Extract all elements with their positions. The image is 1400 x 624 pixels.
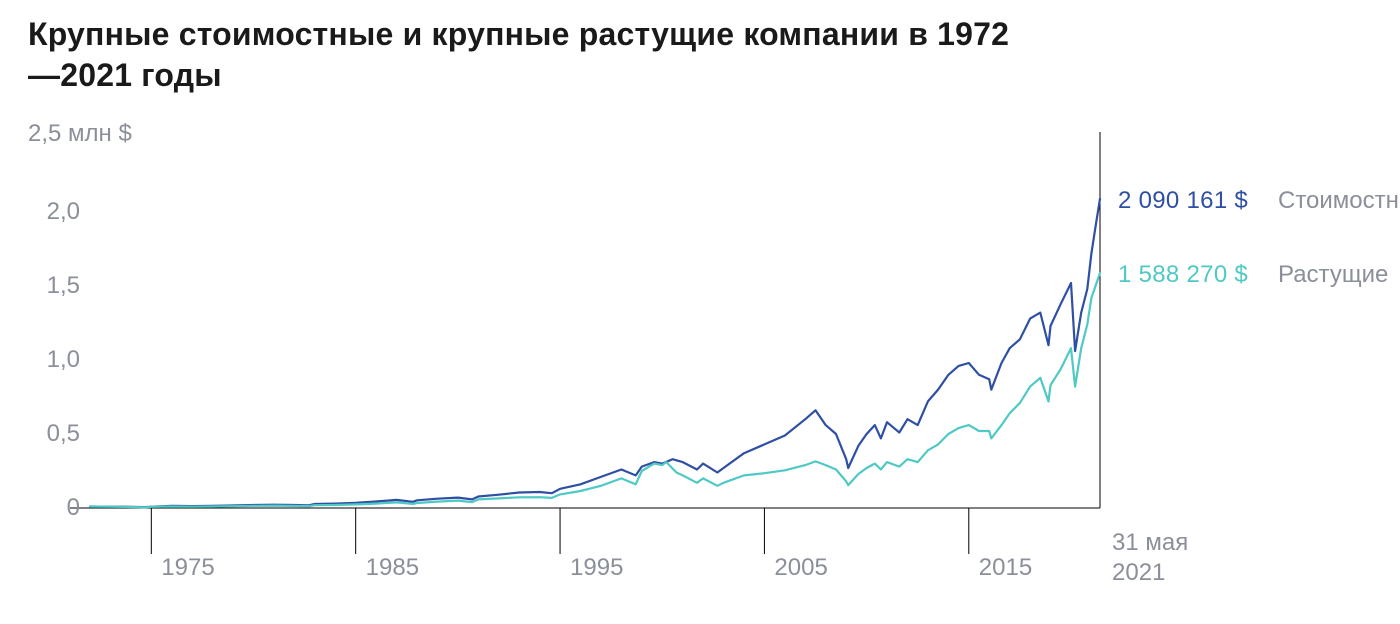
y-tick-label: 0,5: [20, 420, 80, 448]
y-tick-label: 1,5: [20, 272, 80, 300]
chart-container: Крупные стоимостные и крупные растущие к…: [0, 0, 1400, 624]
series-line-growth: [90, 273, 1100, 507]
x-tick-label: 1995: [570, 554, 623, 582]
y-tick-label: 0: [20, 494, 80, 522]
series-line-value: [90, 199, 1100, 507]
x-axis-end-line2: 2021: [1112, 559, 1165, 586]
series-value-end-value: 2 090 161 $: [1118, 187, 1248, 215]
x-axis-end-label: 31 мая 2021: [1112, 528, 1188, 588]
y-tick-label: 1,0: [20, 346, 80, 374]
series-value-name: Стоимостные: [1278, 187, 1400, 215]
series-growth-name: Растущие: [1278, 261, 1388, 289]
chart-svg: [0, 0, 1400, 624]
x-tick-label: 1985: [366, 554, 419, 582]
x-tick-label: 2015: [979, 554, 1032, 582]
y-tick-label: 2,0: [20, 198, 80, 226]
series-growth-end-value: 1 588 270 $: [1118, 261, 1248, 289]
x-tick-label: 2005: [774, 554, 827, 582]
x-axis-end-line1: 31 мая: [1112, 529, 1188, 556]
x-tick-label: 1975: [161, 554, 214, 582]
